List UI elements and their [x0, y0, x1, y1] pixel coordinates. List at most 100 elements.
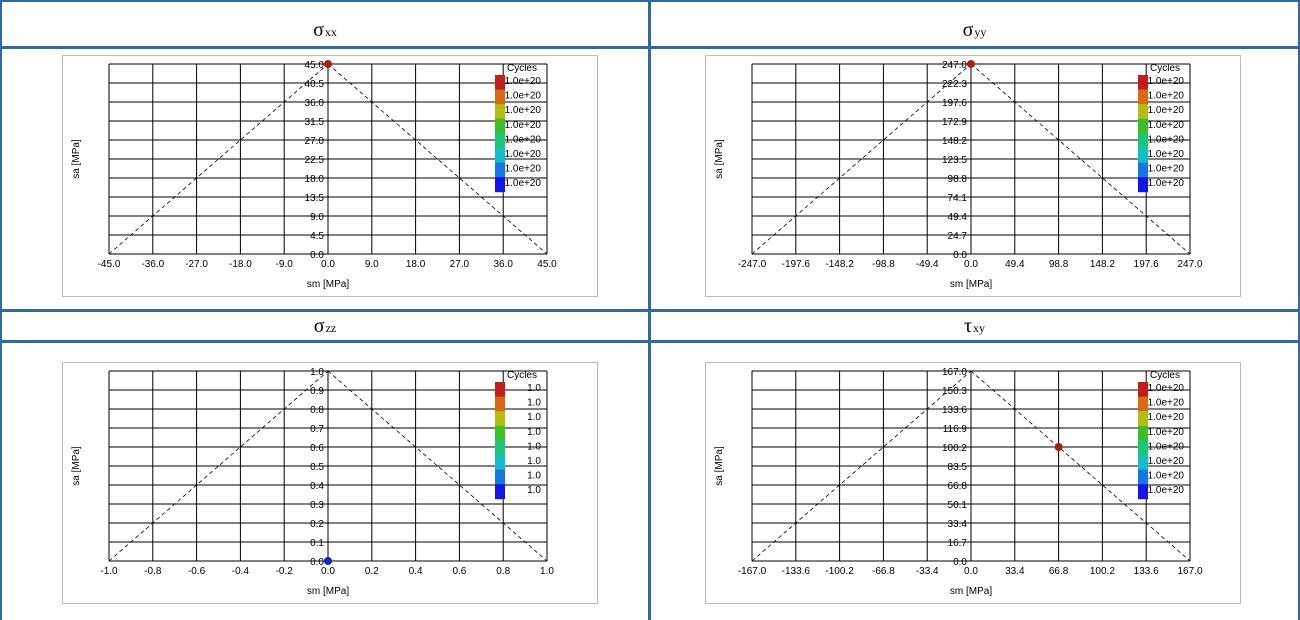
y-tick-label: 0.7 — [310, 424, 324, 435]
legend-swatch — [1138, 177, 1148, 193]
legend-swatch — [1138, 440, 1148, 456]
legend-label: 1.0e+20 — [1148, 178, 1185, 189]
x-tick-label: 18.0 — [406, 259, 426, 270]
legend-swatch — [1138, 148, 1148, 163]
legend-label: 1.0e+20 — [1148, 456, 1185, 467]
legend-label: 1.0e+20 — [1148, 471, 1185, 482]
y-tick-label: 0.2 — [310, 519, 324, 530]
envelope-line-left — [108, 63, 329, 255]
haigh-chart-sxx: -45.0 -36.0 -27.0 -18.0 -9.0 0.0 9.0 18.0 27.0 36… — [62, 55, 598, 297]
legend-swatch — [495, 118, 505, 134]
y-tick-label: 18.0 — [305, 174, 325, 185]
legend-swatch — [1138, 133, 1148, 149]
legend-label: 1.0e+20 — [1148, 134, 1185, 145]
legend-label: 1.0e+20 — [505, 91, 542, 102]
legend-label: 1.0e+20 — [1148, 427, 1185, 438]
legend-label: 1.0 — [527, 441, 541, 452]
legend-swatch — [495, 162, 505, 178]
x-tick-label: -0.4 — [232, 566, 250, 577]
legend-swatch — [495, 148, 505, 163]
x-tick-label: 100.2 — [1090, 566, 1115, 577]
legend-swatch — [1138, 89, 1148, 105]
legend-label: 1.0e+20 — [505, 120, 542, 131]
haigh-chart-txy: -167.0 -133.6 -100.2 -66.8 -33.4 0.0 33.4 66.8 1… — [705, 362, 1241, 604]
x-tick-label: -27.0 — [185, 259, 208, 270]
x-axis-label: sm [MPa] — [307, 586, 349, 597]
legend-swatch — [1138, 162, 1148, 178]
x-tick-label: -18.0 — [229, 259, 252, 270]
x-tick-label: 133.6 — [1134, 566, 1159, 577]
legend-swatch — [1138, 425, 1148, 441]
x-tick-label: -33.4 — [916, 566, 939, 577]
legend-swatch — [495, 440, 505, 456]
x-tick-label: 0.0 — [964, 259, 978, 270]
envelope-line-left — [108, 370, 329, 562]
legend-swatch — [1138, 469, 1148, 485]
legend-swatch — [495, 455, 505, 470]
y-axis-label: sa [MPa] — [714, 139, 725, 179]
legend-label: 1.0 — [527, 427, 541, 438]
legend-label: 1.0e+20 — [1148, 91, 1185, 102]
y-tick-label: 0.9 — [310, 386, 324, 397]
x-tick-label: -36.0 — [141, 259, 164, 270]
x-axis-label: sm [MPa] — [950, 586, 992, 597]
y-axis-label: sa [MPa] — [71, 139, 82, 179]
envelope-line-left — [751, 370, 972, 562]
legend-swatch — [495, 104, 505, 120]
legend-label: 1.0e+20 — [1148, 105, 1185, 116]
x-tick-label: -197.6 — [782, 259, 811, 270]
y-tick-label: 0.5 — [310, 462, 324, 473]
x-tick-label: 27.0 — [450, 259, 470, 270]
envelope-line-left — [751, 63, 972, 255]
envelope-line-right — [970, 370, 1191, 562]
x-tick-label: 148.2 — [1090, 259, 1115, 270]
legend-label: 1.0e+20 — [1148, 398, 1185, 409]
legend-label: 1.0 — [527, 412, 541, 423]
legend-swatch — [495, 177, 505, 193]
panel-header-txy: τ xy — [963, 314, 986, 337]
legend-swatch — [495, 469, 505, 485]
x-tick-label: 197.6 — [1134, 259, 1159, 270]
legend-title: Cycles — [1150, 370, 1180, 381]
x-tick-label: -0.6 — [188, 566, 206, 577]
y-tick-label: 0.3 — [310, 500, 324, 511]
legend-swatch — [1138, 455, 1148, 470]
legend-label: 1.0e+20 — [505, 178, 542, 189]
legend-swatch — [1138, 118, 1148, 134]
x-tick-label: 0.6 — [452, 566, 466, 577]
y-tick-label: 0.8 — [310, 405, 324, 416]
legend-title: Cycles — [507, 370, 537, 381]
y-tick-label: 123.5 — [942, 155, 967, 166]
y-axis-label: sa [MPa] — [71, 446, 82, 486]
legend-label: 1.0e+20 — [1148, 485, 1185, 496]
legend-swatch — [1138, 75, 1148, 90]
legend-label: 1.0e+20 — [505, 76, 542, 87]
legend-label: 1.0e+20 — [1148, 383, 1185, 394]
y-tick-label: 0.1 — [310, 538, 324, 549]
y-axis-label: sa [MPa] — [714, 446, 725, 486]
x-tick-label: 66.8 — [1049, 566, 1069, 577]
y-tick-label: 116.9 — [943, 424, 968, 435]
data-point — [324, 557, 332, 565]
legend-title: Cycles — [1150, 63, 1180, 74]
y-tick-label: 222.3 — [942, 79, 967, 90]
x-tick-label: -167.0 — [738, 566, 767, 577]
legend-label: 1.0 — [527, 456, 541, 467]
legend-swatch — [1138, 411, 1148, 427]
legend-swatch — [495, 425, 505, 441]
y-tick-label: 172.9 — [942, 117, 967, 128]
y-tick-label: 24.7 — [948, 231, 968, 242]
x-tick-label: 0.0 — [964, 566, 978, 577]
legend-swatch — [495, 484, 505, 500]
y-tick-label: 49.4 — [948, 212, 968, 223]
x-tick-label: 1.0 — [540, 566, 554, 577]
panel-header-sxx: σ xx — [313, 18, 337, 41]
y-tick-label: 0.4 — [310, 481, 324, 492]
haigh-chart-szz: -1.0 -0.8 -0.6 -0.4 -0.2 0.0 0.2 0.4 0.6 0.8 1.0 0.… — [62, 362, 598, 604]
x-tick-label: -98.8 — [872, 259, 895, 270]
y-tick-label: 66.8 — [948, 481, 968, 492]
x-tick-label: 49.4 — [1005, 259, 1025, 270]
y-tick-label: 27.0 — [305, 136, 325, 147]
x-tick-label: -0.2 — [276, 566, 294, 577]
y-tick-label: 13.5 — [305, 193, 325, 204]
